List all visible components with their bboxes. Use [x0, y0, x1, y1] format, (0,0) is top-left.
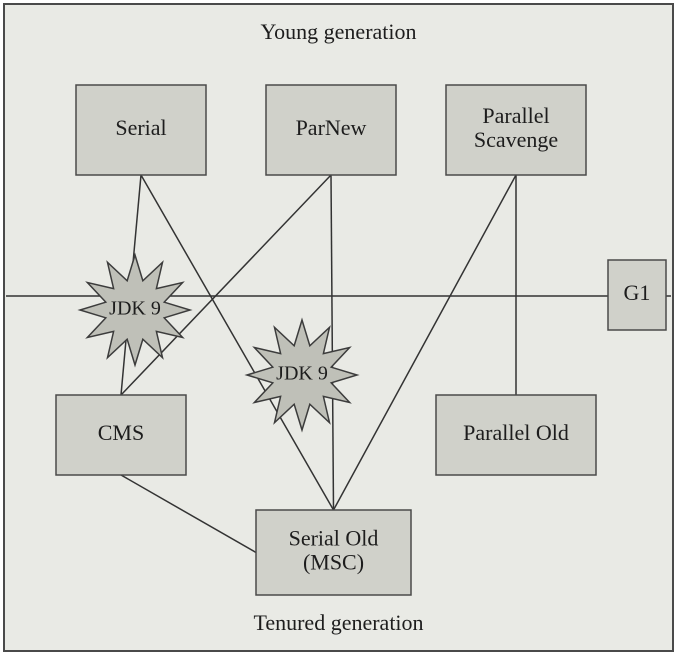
node-label: G1	[624, 280, 651, 305]
node-serial: Serial	[76, 85, 206, 175]
node-label: Serial	[115, 115, 166, 140]
node-cms: CMS	[56, 395, 186, 475]
tenured-generation-title: Tenured generation	[253, 610, 423, 635]
node-label: Parallel Old	[463, 420, 569, 445]
node-parnew: ParNew	[266, 85, 396, 175]
node-g1: G1	[608, 260, 666, 330]
node-serialold: Serial Old(MSC)	[256, 510, 411, 595]
node-label: CMS	[98, 420, 144, 445]
node-label: Scavenge	[474, 127, 558, 152]
node-parscavenge: ParallelScavenge	[446, 85, 586, 175]
gc-diagram: JDK 9 JDK 9 Serial ParNew ParallelScavenge G1…	[0, 0, 677, 655]
diagram-svg: JDK 9 JDK 9 Serial ParNew ParallelScavenge G1…	[0, 0, 677, 655]
node-label: Serial Old	[289, 525, 379, 550]
young-generation-title: Young generation	[260, 19, 416, 44]
starburst-label: JDK 9	[109, 298, 161, 320]
node-label: ParNew	[296, 115, 367, 140]
node-label: Parallel	[482, 103, 549, 128]
node-parallelold: Parallel Old	[436, 395, 596, 475]
node-label: (MSC)	[303, 550, 364, 575]
starburst-label: JDK 9	[276, 363, 328, 385]
